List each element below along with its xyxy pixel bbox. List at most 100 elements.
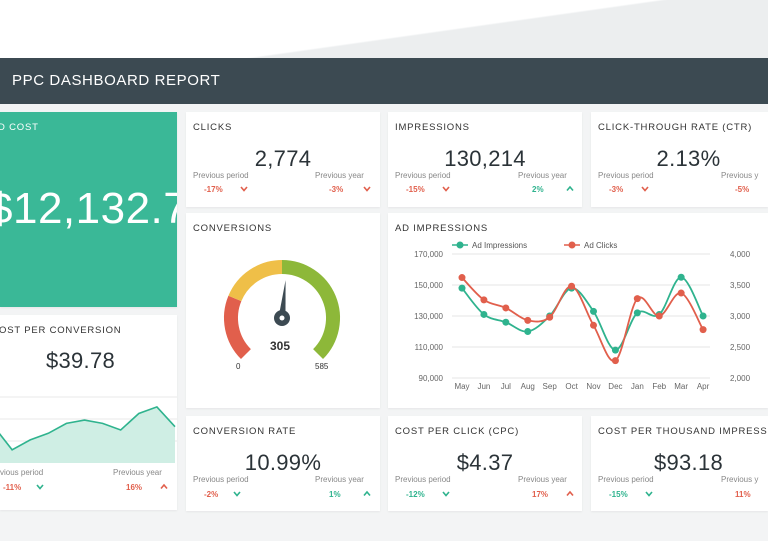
x-tick-label: Sep [543,382,558,391]
previous-period-label: Previous period [395,171,451,180]
previous-period-value: -2% [204,490,219,499]
gauge-mid-segment [228,260,283,302]
previous-period-value: -17% [204,185,223,194]
previous-year-label: Previous year [315,475,364,484]
previous-year-label: Previous y [721,171,759,180]
impressions-value: 130,214 [444,146,526,171]
previous-period-label: Previous period [598,475,654,484]
card-title: AD IMPRESSIONS [395,223,489,234]
gauge-value: 305 [270,339,291,353]
chevron-down-icon [233,491,241,497]
right-tick-label: 3,500 [730,281,751,290]
data-point [611,346,619,354]
x-tick-label: Jan [631,382,644,391]
ctr-value: 2.13% [656,146,721,171]
legend-label: Ad Clicks [584,241,617,250]
gauge-hub-center [279,315,285,321]
x-tick-label: Dec [608,382,622,391]
previous-year-value: -5% [735,185,750,194]
card-title: CLICKS [193,122,233,133]
card-title: CONVERSION RATE [193,426,297,437]
dashboard-header: PPC DASHBOARD REPORT [0,58,768,104]
previous-period-value: -15% [406,185,425,194]
data-point [633,309,641,317]
clicks-card: CLICKS 2,774 Previous period -17% Previo… [186,112,380,207]
conversions-card: CONVERSIONS 305 0 585 [186,213,380,408]
card-title: CONVERSIONS [193,223,273,234]
cost-per-conversion-area-chart [0,396,177,463]
area-line [0,405,176,451]
data-point [502,318,510,326]
previous-period-label: vious period [0,468,44,477]
chevron-down-icon [36,484,44,490]
x-tick-label: Feb [652,382,666,391]
left-tick-label: 130,000 [414,312,443,321]
previous-year-label: Previous y [721,475,759,484]
background-stripe [0,0,768,60]
chevron-down-icon [641,186,649,192]
previous-period-label: Previous period [193,171,249,180]
previous-year-value: -3% [329,185,344,194]
x-tick-label: Aug [521,382,535,391]
cpc-value: $4.37 [456,450,514,475]
ad-impressions-chart: 170,000 4,000 150,000 3,500 130,000 3,000 110,… [414,241,751,391]
chevron-up-icon [566,185,574,192]
gauge-max-label: 585 [315,362,329,371]
chevron-up-icon [363,490,371,497]
data-point [480,310,488,318]
chevron-down-icon [442,186,450,192]
chevron-down-icon [240,186,248,192]
cost-per-conversion-card: OST PER CONVERSION $39.78 vious period -… [0,315,177,510]
clicks-value: 2,774 [254,146,312,171]
data-point [655,312,663,320]
data-point [458,284,466,292]
chevron-up-icon [160,483,168,490]
card-title: COST PER CLICK (CPC) [395,426,520,437]
previous-period-label: Previous period [193,475,249,484]
left-tick-label: 170,000 [414,250,443,259]
right-tick-label: 2,000 [730,374,751,383]
chevron-down-icon [645,491,653,497]
previous-year-label: Previous year [315,171,364,180]
right-tick-label: 3,000 [730,312,751,321]
data-point [611,357,619,365]
previous-year-value: 11% [735,490,751,499]
gauge-high-segment [281,260,340,360]
data-point [677,273,685,281]
card-title: OST PER CONVERSION [0,325,122,336]
data-point [568,282,576,290]
card-title: CLICK-THROUGH RATE (CTR) [598,122,753,133]
x-tick-label: Oct [565,382,578,391]
legend-label: Ad Impressions [472,241,527,250]
ad-impressions-card: AD IMPRESSIONS 170,000 4,000 150,000 3,500 1… [388,213,768,408]
cost-per-conversion-value: $39.78 [45,348,116,373]
page-title: PPC DASHBOARD REPORT [12,72,221,89]
left-tick-label: 150,000 [414,281,443,290]
legend-marker [568,241,576,249]
data-point [480,296,488,304]
chevron-down-icon [363,186,371,192]
previous-year-label: Previous year [518,171,567,180]
area-fill [0,406,175,463]
total-cost-card: D COST $12,132.79 [0,112,177,307]
cpm-card: COST PER THOUSAND IMPRESSIO $93.18 Previ… [591,416,768,511]
conversion-rate-card: CONVERSION RATE 10.99% Previous period -… [186,416,380,511]
x-tick-label: Mar [674,382,688,391]
card-title: IMPRESSIONS [395,122,470,133]
left-tick-label: 90,000 [419,374,444,383]
x-tick-label: May [454,382,469,391]
x-tick-label: Apr [697,382,710,391]
data-point [524,316,532,324]
right-tick-label: 2,500 [730,343,751,352]
gauge-needle [278,280,286,319]
impressions-card: IMPRESSIONS 130,214 Previous period -15%… [388,112,582,207]
gauge-min-label: 0 [236,362,241,371]
data-point [699,312,707,320]
cpc-card: COST PER CLICK (CPC) $4.37 Previous peri… [388,416,582,511]
data-point [458,274,466,282]
data-point [524,328,532,335]
conversion-rate-value: 10.99% [244,450,322,475]
previous-year-label: Previous year [113,468,162,477]
ctr-card: CLICK-THROUGH RATE (CTR) 2.13% Previous … [591,112,768,207]
right-tick-label: 4,000 [730,250,751,259]
